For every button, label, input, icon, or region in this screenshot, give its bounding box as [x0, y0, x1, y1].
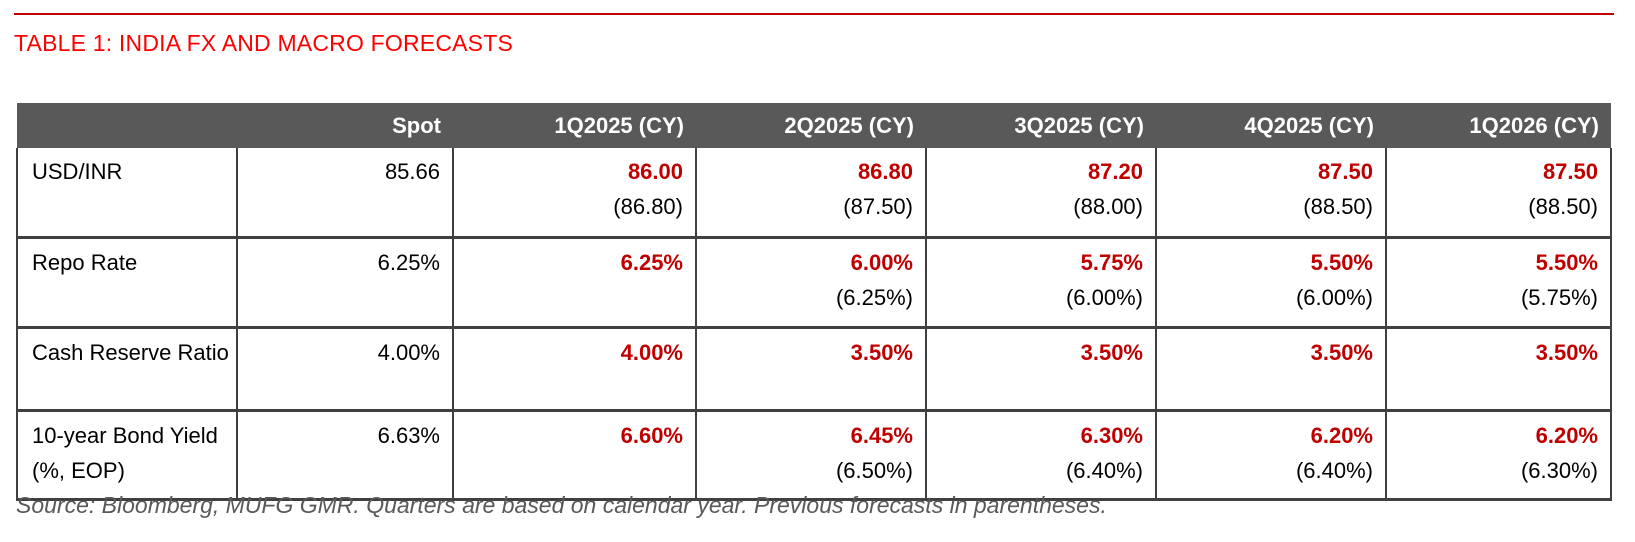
forecast-cell: 87.50 (88.50)	[1155, 148, 1387, 239]
table-row-cash-reserve-ratio: Cash Reserve Ratio 4.00% 4.00% 3.50% 3.5…	[16, 327, 1612, 412]
header-cell-empty	[17, 103, 237, 148]
row-label: USD/INR	[16, 148, 238, 239]
header-cell-3q2025: 3Q2025 (CY)	[926, 103, 1156, 148]
previous-forecast	[454, 280, 695, 315]
forecast-cell: 6.30% (6.40%)	[925, 410, 1157, 501]
previous-forecast: (88.00)	[1073, 194, 1143, 219]
forecast-value: 3.50%	[1535, 340, 1598, 365]
forecast-cell: 5.50% (6.00%)	[1155, 237, 1387, 329]
forecast-value: 3.50%	[1310, 340, 1373, 365]
forecast-cell: 6.60%	[452, 410, 697, 501]
forecast-cell: 6.20% (6.30%)	[1385, 410, 1612, 501]
forecast-cell: 6.45% (6.50%)	[695, 410, 927, 501]
source-note: Source: Bloomberg, MUFG GMR. Quarters ar…	[16, 492, 1107, 518]
row-label: Cash Reserve Ratio	[16, 327, 238, 412]
forecast-value: 3.50%	[850, 340, 913, 365]
forecast-cell: 3.50%	[1385, 327, 1612, 412]
forecast-cell: 5.75% (6.00%)	[925, 237, 1157, 329]
forecast-value: 86.80	[857, 159, 913, 184]
header-cell-2q2025: 2Q2025 (CY)	[696, 103, 926, 148]
previous-forecast	[1387, 370, 1610, 405]
previous-forecast: (88.50)	[1303, 194, 1373, 219]
previous-forecast	[927, 370, 1155, 405]
forecast-value: 3.50%	[1080, 340, 1143, 365]
table-title: TABLE 1: INDIA FX AND MACRO FORECASTS	[14, 30, 514, 56]
forecast-cell: 5.50% (5.75%)	[1385, 237, 1612, 329]
forecast-cell: 3.50%	[925, 327, 1157, 412]
forecast-value: 5.75%	[1080, 250, 1143, 275]
previous-forecast: (88.50)	[1528, 194, 1598, 219]
forecast-cell: 86.00 (86.80)	[452, 148, 697, 239]
previous-forecast: (6.25%)	[835, 285, 913, 310]
previous-forecast: (6.40%)	[1065, 458, 1143, 483]
table-row-10y-bond-yield: 10-year Bond Yield (%, EOP) 6.63% 6.60% …	[16, 410, 1612, 501]
spot-value: 4.00%	[236, 327, 454, 412]
row-label: 10-year Bond Yield (%, EOP)	[16, 410, 238, 501]
forecast-table: Spot 1Q2025 (CY) 2Q2025 (CY) 3Q2025 (CY)…	[16, 103, 1612, 501]
forecast-value: 6.60%	[620, 423, 683, 448]
forecast-value: 87.50	[1317, 159, 1373, 184]
spot-value: 6.25%	[236, 237, 454, 329]
header-cell-1q2025: 1Q2025 (CY)	[453, 103, 696, 148]
forecast-cell: 6.25%	[452, 237, 697, 329]
forecast-cell: 87.20 (88.00)	[925, 148, 1157, 239]
forecast-value: 6.25%	[620, 250, 683, 275]
previous-forecast: (87.50)	[843, 194, 913, 219]
forecast-value: 87.20	[1087, 159, 1143, 184]
forecast-value: 5.50%	[1310, 250, 1373, 275]
previous-forecast	[697, 370, 925, 405]
top-rule-divider	[14, 13, 1614, 15]
forecast-value: 6.45%	[850, 423, 913, 448]
previous-forecast	[454, 453, 695, 488]
forecast-value: 87.50	[1542, 159, 1598, 184]
forecast-value: 4.00%	[620, 340, 683, 365]
forecast-cell: 6.00% (6.25%)	[695, 237, 927, 329]
forecast-cell: 87.50 (88.50)	[1385, 148, 1612, 239]
spot-value: 6.63%	[236, 410, 454, 501]
previous-forecast: (5.75%)	[1520, 285, 1598, 310]
forecast-value: 5.50%	[1535, 250, 1598, 275]
forecast-value: 6.20%	[1310, 423, 1373, 448]
forecast-cell: 3.50%	[1155, 327, 1387, 412]
forecast-cell: 86.80 (87.50)	[695, 148, 927, 239]
previous-forecast: (6.50%)	[835, 458, 913, 483]
previous-forecast: (6.00%)	[1295, 285, 1373, 310]
previous-forecast	[454, 370, 695, 405]
previous-forecast	[1157, 370, 1385, 405]
previous-forecast: (6.40%)	[1295, 458, 1373, 483]
previous-forecast: (6.30%)	[1520, 458, 1598, 483]
header-row: Spot 1Q2025 (CY) 2Q2025 (CY) 3Q2025 (CY)…	[17, 103, 1611, 148]
previous-forecast: (86.80)	[613, 194, 683, 219]
previous-forecast: (6.00%)	[1065, 285, 1143, 310]
forecast-cell: 3.50%	[695, 327, 927, 412]
forecast-value: 86.00	[627, 159, 683, 184]
forecast-cell: 4.00%	[452, 327, 697, 412]
header-cell-spot: Spot	[237, 103, 453, 148]
spot-value: 85.66	[236, 148, 454, 239]
row-label: Repo Rate	[16, 237, 238, 329]
forecast-value: 6.20%	[1535, 423, 1598, 448]
table-row-usd-inr: USD/INR 85.66 86.00 (86.80) 86.80 (87.50…	[16, 148, 1612, 239]
header-cell-1q2026: 1Q2026 (CY)	[1386, 103, 1611, 148]
forecast-cell: 6.20% (6.40%)	[1155, 410, 1387, 501]
forecast-value: 6.30%	[1080, 423, 1143, 448]
forecast-value: 6.00%	[850, 250, 913, 275]
table-row-repo-rate: Repo Rate 6.25% 6.25% 6.00% (6.25%) 5.75…	[16, 237, 1612, 329]
header-cell-4q2025: 4Q2025 (CY)	[1156, 103, 1386, 148]
